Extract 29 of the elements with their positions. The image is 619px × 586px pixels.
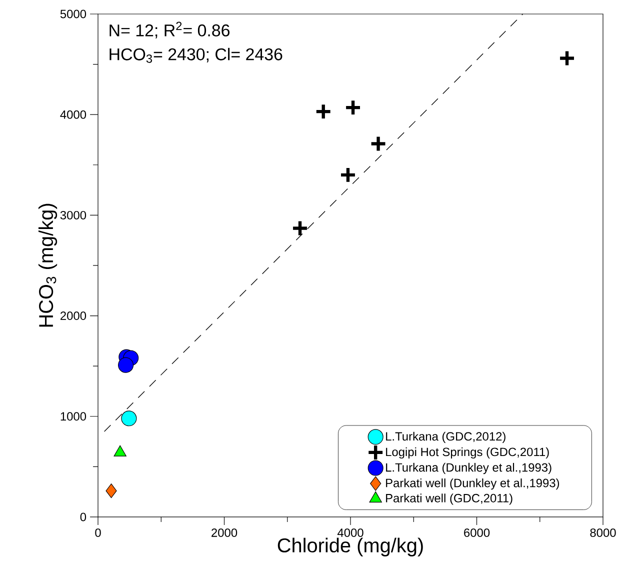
point [106,484,117,498]
point [314,103,332,120]
point [558,50,576,67]
legend-label: L.Turkana (GDC,2012) [386,432,506,443]
point [370,135,387,152]
x-tick-label: 6000 [464,528,490,537]
point [121,410,137,426]
legend-label: Logipi Hot Springs (GDC,2011) [386,447,549,459]
y-tick-label: 2000 [60,312,86,320]
y-axis-title: HCO$_{3}$ (mg/kg) [38,204,58,327]
point [339,166,357,184]
point [344,98,362,116]
legend-label: Parkati well (GDC,2011) [386,494,512,505]
legend-label: Parkati well (Dunkley et al.,1993) [386,478,560,490]
y-tick-label: 4000 [60,110,86,119]
y-tick-label: 1000 [60,412,86,421]
annotation: HCO$_{3}$= 2430; Cl= 2436 [110,48,282,63]
x-axis-title: Chloride (mg/kg) [278,538,423,556]
x-tick-label: 2000 [212,528,238,537]
x-tick-label: 0 [95,528,101,537]
x-tick-label: 4000 [337,528,364,537]
y-tick-label: 3000 [60,210,86,220]
legend-label: L.Turkana (Dunkley et al.,1993) [386,462,552,474]
point [291,220,309,237]
point [118,357,134,373]
annotation: N= 12; R$^{2}$= 0.86 [110,22,230,38]
x-tick-label: 8000 [590,528,616,537]
y-tick-label: 5000 [60,10,86,18]
y-tick-label: 0 [80,512,86,522]
